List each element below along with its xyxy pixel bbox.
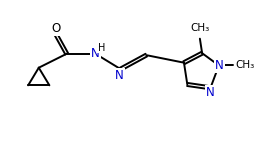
Text: O: O (51, 22, 60, 35)
Text: CH₃: CH₃ (236, 60, 255, 70)
Text: N: N (115, 69, 124, 82)
Text: N: N (215, 59, 224, 72)
Text: N: N (91, 47, 100, 60)
Text: H: H (98, 43, 105, 53)
Text: CH₃: CH₃ (190, 23, 209, 33)
Text: N: N (206, 86, 214, 99)
